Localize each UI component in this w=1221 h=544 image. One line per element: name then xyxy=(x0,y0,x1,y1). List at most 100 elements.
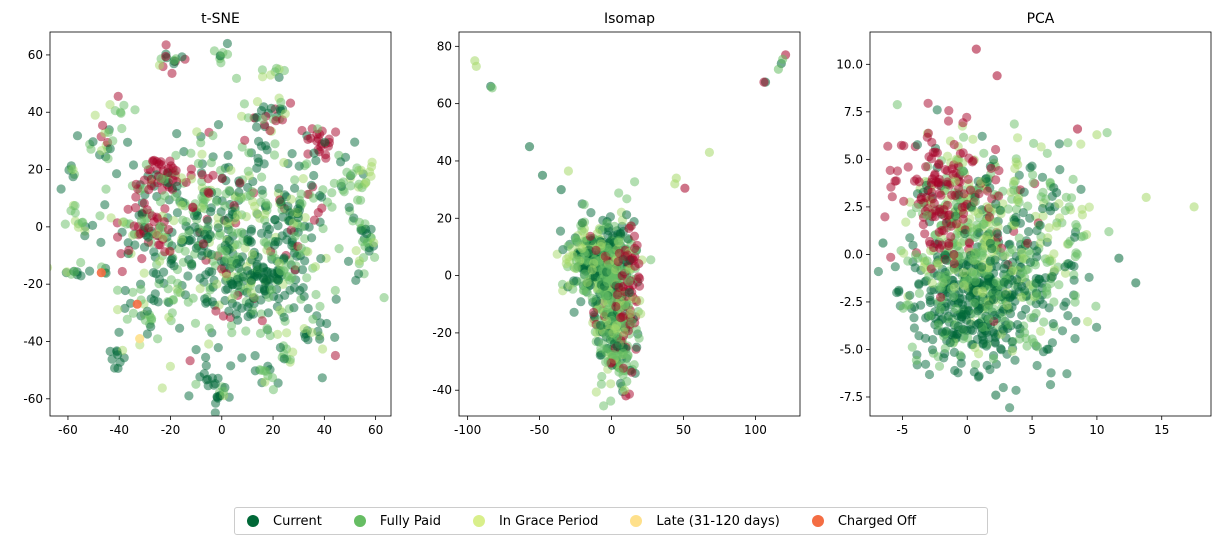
scatter-point xyxy=(112,169,122,179)
scatter-point xyxy=(321,153,331,163)
scatter-point xyxy=(1036,142,1046,152)
scatter-point xyxy=(354,256,365,266)
scatter-point xyxy=(941,326,951,336)
scatter-point xyxy=(916,300,926,310)
scatter-point xyxy=(146,294,156,304)
scatter-point xyxy=(1012,275,1022,285)
scatter-point xyxy=(216,207,226,217)
scatter-point xyxy=(256,228,267,238)
scatter-point xyxy=(929,198,939,208)
scatter-point xyxy=(905,233,915,243)
x-tick-label: 10 xyxy=(1089,423,1104,437)
scatter-point xyxy=(1038,211,1048,221)
scatter-point xyxy=(943,116,954,126)
scatter-point xyxy=(191,345,201,355)
y-tick-label: 60 xyxy=(28,48,43,62)
scatter-point xyxy=(1189,202,1199,212)
scatter-point xyxy=(261,141,271,151)
scatter-point xyxy=(165,246,175,256)
scatter-point xyxy=(402,256,411,265)
scatter-point xyxy=(1018,208,1028,218)
scatter-point xyxy=(891,176,901,186)
scatter-point xyxy=(203,187,213,197)
scatter-point xyxy=(290,183,300,193)
scatter-point xyxy=(306,180,316,190)
scatter-point xyxy=(936,292,946,302)
scatter-point xyxy=(178,215,188,225)
subplot-title-pca: PCA xyxy=(1027,11,1055,27)
scatter-point xyxy=(113,285,123,295)
scatter-point xyxy=(622,376,632,386)
subplot-isomap: -100 -50 0 50 100 -40 -20 0 20 40 60 80 Isomap xyxy=(432,11,801,437)
scatter-point xyxy=(202,297,212,307)
scatter-point xyxy=(600,329,611,340)
scatter-point xyxy=(1032,291,1042,301)
scatter-point xyxy=(939,226,949,236)
scatter-point xyxy=(105,346,115,356)
scatter-point xyxy=(1028,178,1038,188)
scatter-point xyxy=(213,120,224,130)
subplot-title-tsne: t-SNE xyxy=(201,11,240,27)
scatter-point xyxy=(218,48,228,58)
scatter-point xyxy=(77,218,87,228)
scatter-point xyxy=(123,204,133,214)
scatter-point xyxy=(255,328,266,338)
y-tick-label: -7.5 xyxy=(840,390,863,404)
scatter-point xyxy=(180,246,190,256)
scatter-point xyxy=(274,294,284,304)
scatter-point xyxy=(252,122,262,132)
scatter-point xyxy=(96,268,106,278)
scatter-point xyxy=(110,363,120,373)
scatter-point xyxy=(315,191,325,201)
scatter-point xyxy=(227,328,237,338)
scatter-point xyxy=(1060,262,1070,272)
scatter-point xyxy=(210,379,220,389)
scatter-point xyxy=(268,385,278,395)
scatter-point xyxy=(635,296,645,306)
scatter-point xyxy=(981,173,991,184)
scatter-point xyxy=(996,345,1006,355)
scatter-point xyxy=(957,312,967,322)
scatter-point xyxy=(139,242,150,252)
scatter-point xyxy=(346,181,356,191)
scatter-point xyxy=(524,142,535,152)
scatter-point xyxy=(163,225,174,235)
scatter-point xyxy=(184,391,194,401)
scatter-point xyxy=(994,191,1004,201)
scatter-point xyxy=(286,194,296,204)
scatter-point xyxy=(289,303,299,313)
scatter-point xyxy=(252,163,262,173)
scatter-point xyxy=(257,316,267,326)
scatter-point xyxy=(197,170,207,180)
scatter-point xyxy=(104,127,114,137)
scatter-point xyxy=(224,236,234,246)
scatter-point xyxy=(965,185,976,195)
scatter-point xyxy=(356,225,366,235)
scatter-point xyxy=(165,361,175,371)
scatter-point xyxy=(100,200,110,210)
scatter-point xyxy=(203,248,213,258)
scatter-point xyxy=(1021,304,1031,314)
scatter-point xyxy=(1011,212,1021,222)
scatter-point xyxy=(191,379,201,389)
scatter-point xyxy=(136,284,146,294)
scatter-point xyxy=(270,139,280,149)
x-tick-label: 0 xyxy=(963,423,971,437)
scatter-point xyxy=(50,263,53,272)
scatter-point xyxy=(177,200,187,210)
scatter-point xyxy=(579,227,589,237)
x-tick-label: 5 xyxy=(1028,423,1036,437)
scatter-point xyxy=(880,212,890,222)
scatter-point xyxy=(596,379,607,389)
scatter-point xyxy=(188,202,198,212)
scatter-point xyxy=(299,324,309,334)
scatter-point xyxy=(1005,309,1016,319)
scatter-point xyxy=(153,334,163,344)
y-tick-label: -2.5 xyxy=(840,295,863,309)
scatter-point xyxy=(890,262,900,272)
scatter-point xyxy=(293,204,303,214)
legend-marker-charged-off xyxy=(811,515,824,527)
scatter-point xyxy=(906,209,917,219)
scatter-point xyxy=(603,230,613,240)
scatter-point xyxy=(313,124,323,134)
